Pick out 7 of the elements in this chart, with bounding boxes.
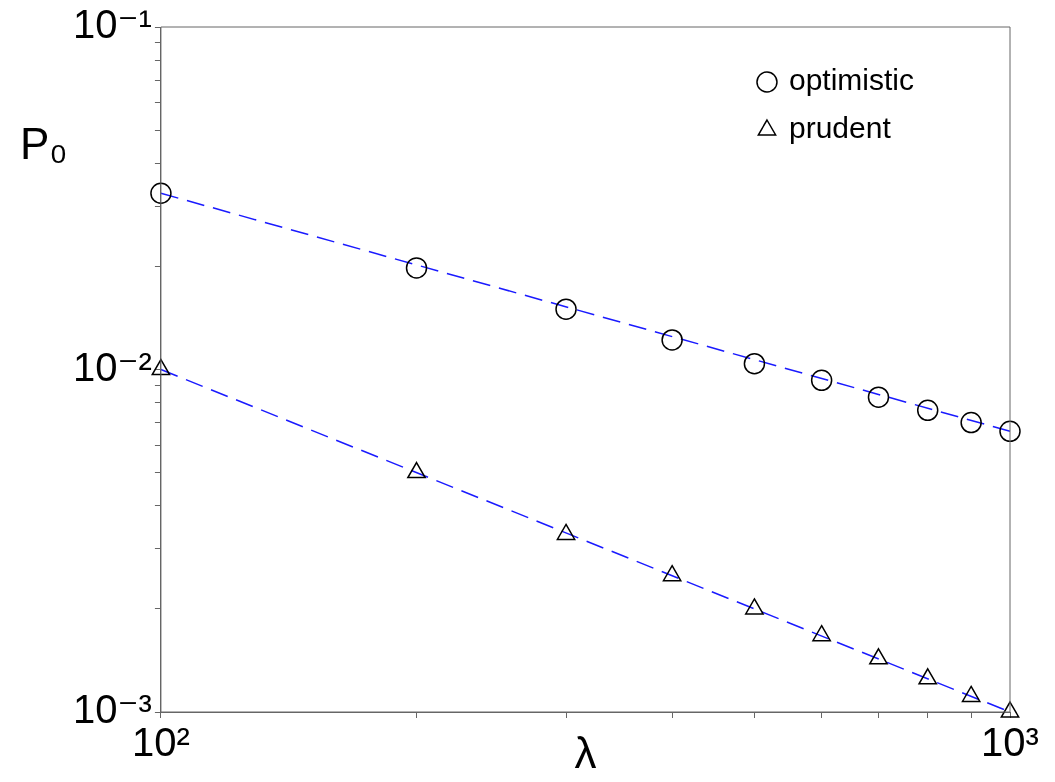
y-tick-label: 10⁻¹ — [72, 2, 152, 47]
legend-label: optimistic — [788, 63, 915, 97]
y-axis-title: P₀ — [20, 119, 68, 169]
x-tick-label: 10³ — [981, 720, 1039, 765]
legend-label: prudent — [788, 111, 892, 145]
x-axis-title: λ — [574, 728, 597, 778]
y-tick-label: 10⁻² — [72, 344, 152, 389]
